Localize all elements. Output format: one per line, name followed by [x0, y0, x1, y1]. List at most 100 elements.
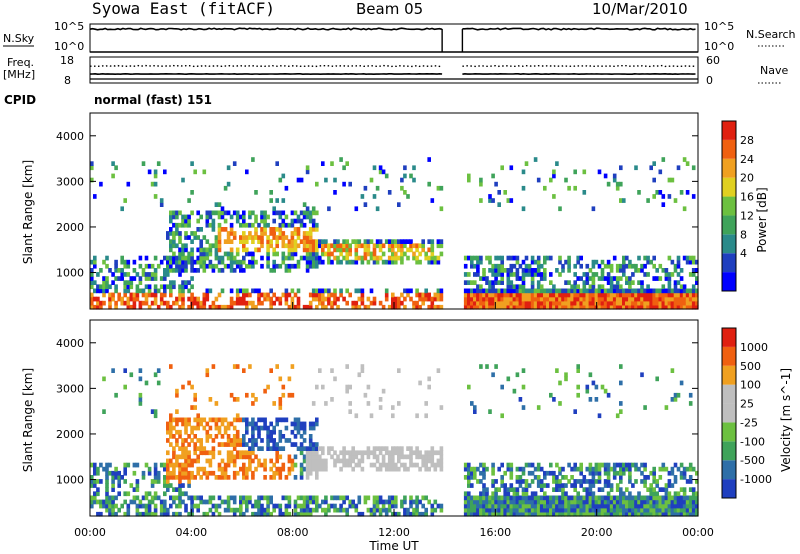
heatmap-cell [536, 177, 541, 183]
heatmap-cell [199, 255, 203, 261]
heatmap-cell [302, 255, 307, 261]
heatmap-cell [375, 206, 380, 212]
heatmap-cell [90, 495, 94, 501]
heatmap-cell [524, 300, 529, 306]
heatmap-cell [351, 458, 355, 464]
heatmap-cell [150, 181, 155, 187]
colorbar-tick-label: 8 [740, 228, 747, 241]
heatmap-cell [99, 503, 103, 509]
heatmap-cell [132, 495, 137, 501]
heatmap-cell [348, 243, 352, 249]
heatmap-cell [579, 292, 583, 298]
heatmap-cell [287, 243, 292, 249]
heatmap-cell [269, 466, 273, 472]
heatmap-cell [509, 280, 514, 285]
heatmap-cell [220, 268, 225, 273]
heatmap-cell [597, 470, 602, 476]
heatmap-cell [530, 259, 535, 265]
heatmap-cell [187, 259, 191, 265]
heatmap-cell [400, 259, 404, 265]
heatmap-cell [500, 259, 504, 265]
heatmap-cell [138, 392, 143, 398]
heatmap-cell [479, 296, 483, 302]
heatmap-cell [260, 239, 264, 244]
heatmap-cell [248, 466, 252, 472]
heatmap-cell [272, 507, 276, 513]
heatmap-cell [673, 499, 678, 505]
heatmap-cell [281, 495, 286, 501]
heatmap-cell [254, 421, 258, 427]
heatmap-cell [345, 458, 349, 464]
heatmap-cell [138, 401, 143, 406]
heatmap-cell [102, 259, 106, 265]
heatmap-cell [311, 206, 316, 212]
heatmap-cell [424, 251, 428, 257]
heatmap-cell [217, 462, 222, 468]
heatmap-cell [576, 511, 580, 517]
heatmap-cell [619, 495, 623, 501]
heatmap-cell [530, 511, 535, 517]
heatmap-cell [251, 401, 255, 406]
heatmap-cell [479, 259, 483, 265]
heatmap-cell [369, 300, 374, 306]
colorbar-swatch [722, 139, 736, 159]
heatmap-cell [315, 181, 319, 187]
heatmap-cell [336, 454, 340, 460]
heatmap-cell [670, 507, 675, 513]
heatmap-cell [591, 292, 596, 298]
heatmap-cell [418, 450, 422, 456]
heatmap-cell [105, 280, 109, 285]
heatmap-cell [552, 507, 556, 513]
heatmap-cell [105, 475, 109, 480]
heatmap-cell [476, 284, 480, 290]
heatmap-cell [226, 507, 231, 513]
heatmap-cell [506, 503, 511, 509]
heatmap-cell [485, 503, 489, 509]
heatmap-cell [384, 499, 389, 505]
heatmap-cell [187, 462, 191, 468]
heatmap-cell [518, 288, 523, 294]
heatmap-cell [506, 255, 511, 261]
heatmap-cell [248, 438, 252, 443]
heatmap-cell [299, 470, 304, 476]
heatmap-cell [293, 243, 298, 249]
heatmap-cell [503, 491, 507, 497]
heatmap-cell [655, 483, 659, 488]
heatmap-cell [470, 296, 474, 302]
heatmap-cell [269, 368, 273, 373]
heatmap-cell [129, 372, 134, 378]
heatmap-cell [476, 288, 480, 294]
heatmap-cell [394, 466, 398, 472]
heatmap-cell [564, 511, 568, 517]
heatmap-cell [123, 491, 127, 497]
heatmap-cell [640, 499, 644, 505]
heatmap-cell [494, 268, 498, 273]
heatmap-cell [156, 263, 161, 269]
heatmap-cell [512, 284, 517, 290]
heatmap-cell [603, 483, 608, 488]
heatmap-cell [166, 255, 170, 261]
heatmap-cell [436, 462, 441, 468]
heatmap-cell [539, 483, 544, 488]
heatmap-cell [378, 165, 383, 171]
heatmap-cell [506, 376, 511, 382]
heatmap-cell [321, 161, 325, 166]
heatmap-cell [327, 206, 331, 212]
heatmap-cell [622, 503, 626, 509]
heatmap-cell [549, 280, 553, 285]
heatmap-cell [582, 280, 587, 285]
heatmap-cell [497, 503, 501, 509]
heatmap-cell [278, 429, 283, 435]
heatmap-cell [606, 466, 611, 472]
heatmap-cell [530, 462, 535, 468]
heatmap-cell [637, 499, 641, 505]
heatmap-cell [232, 425, 237, 431]
heatmap-cell [93, 288, 97, 294]
heatmap-cell [664, 507, 669, 513]
heatmap-cell [351, 304, 355, 310]
heatmap-cell [305, 239, 310, 244]
heatmap-cell [482, 499, 486, 505]
heatmap-cell [509, 300, 514, 306]
heatmap-cell [549, 462, 553, 468]
heatmap-cell [378, 169, 383, 175]
